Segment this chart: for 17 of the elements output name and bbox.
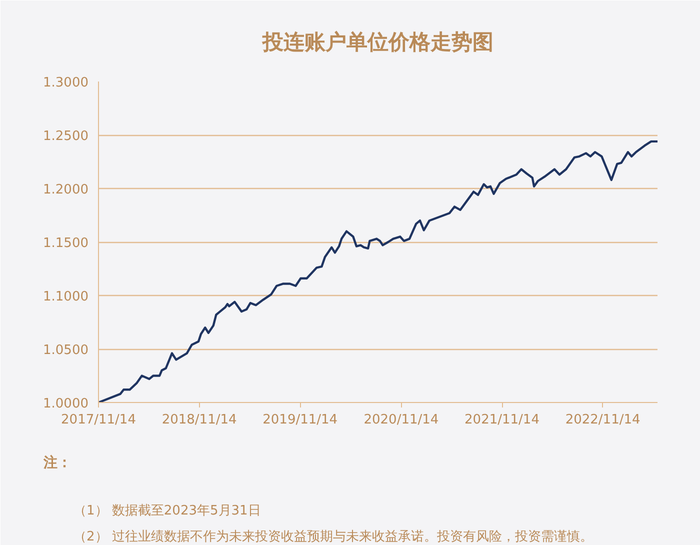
x-tick-label: 2018/11/14 xyxy=(162,412,237,428)
text: （1） 数据截至2023年5月31日 xyxy=(74,504,261,518)
y-tick-label: 1.1000 xyxy=(43,290,89,304)
y-tick-label: 1.3000 xyxy=(43,76,89,90)
y-tick-label: 1.2000 xyxy=(43,182,89,198)
chart-title: 投连账户单位价格走势图 xyxy=(262,30,494,54)
text: （2） 过往业绩数据不作为未来投资收益预期与未来收益承诺。投资有风险，投资需谨慎。 xyxy=(74,530,593,544)
x-tick-label: 2020/11/14 xyxy=(364,412,439,428)
y-tick-label: 1.0000 xyxy=(43,396,89,412)
y-tick-label: 1.0500 xyxy=(43,343,89,358)
x-tick-label: 2017/11/14 xyxy=(61,412,136,428)
x-tick-label: 2019/11/14 xyxy=(262,412,338,428)
y-tick-label: 1.1500 xyxy=(43,236,89,251)
y-tick-label: 1.2500 xyxy=(43,129,89,144)
x-tick-label: 2021/11/14 xyxy=(464,412,540,428)
x-tick-label: 2022/11/14 xyxy=(565,412,640,428)
text: 注： xyxy=(42,454,72,471)
